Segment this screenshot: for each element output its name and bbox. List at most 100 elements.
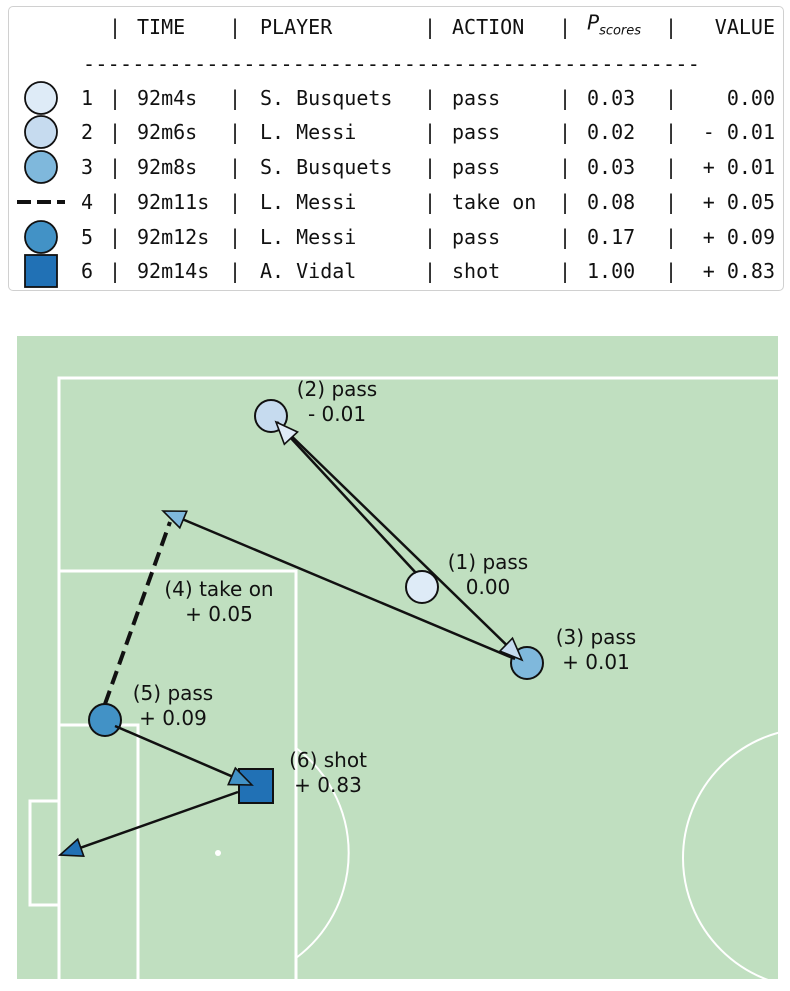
p-symbol: P (587, 10, 600, 35)
row-value: + 0.01 (702, 155, 775, 179)
row-p-scores: 0.17 (587, 225, 636, 249)
row-number: 5 (81, 225, 94, 249)
column-separator: | (229, 120, 242, 144)
row-time: 92m4s (137, 86, 198, 110)
header-time: TIME (137, 15, 186, 39)
row-player: L. Messi (260, 225, 357, 249)
action-5-marker-icon (88, 703, 122, 737)
row-p-scores: 1.00 (587, 259, 636, 283)
row-value: + 0.09 (702, 225, 775, 249)
action-4-take-on-dashed-line (103, 521, 172, 705)
column-separator: | (559, 120, 572, 144)
column-separator: | (109, 190, 122, 214)
column-separator: | (559, 86, 572, 110)
action-4-label: (4) take on (164, 577, 273, 601)
action-2-pass-line (276, 421, 508, 646)
action-5-value: + 0.09 (139, 706, 207, 730)
goal (28, 799, 59, 907)
action-1-pass-arrowhead-icon (274, 420, 299, 446)
column-separator: | (665, 190, 678, 214)
action-6-shot-marker-icon (238, 768, 274, 804)
column-separator: | (665, 155, 678, 179)
action-4-value: + 0.05 (185, 602, 253, 626)
header-player: PLAYER (260, 15, 333, 39)
column-separator: | (229, 259, 242, 283)
row-action: pass (452, 86, 501, 110)
column-separator: | (109, 259, 122, 283)
column-separator: | (229, 15, 242, 39)
row-p-scores: 0.02 (587, 120, 636, 144)
row-player: L. Messi (260, 190, 357, 214)
column-separator: | (109, 225, 122, 249)
action-3-pass-line (182, 518, 516, 661)
row-player: L. Messi (260, 120, 357, 144)
column-separator: | (109, 15, 122, 39)
column-separator: | (109, 155, 122, 179)
action-3-pass-arrowhead-icon (161, 510, 188, 530)
row-value: - 0.01 (702, 120, 775, 144)
row-player: A. Vidal (260, 259, 357, 283)
row-action: pass (452, 225, 501, 249)
penalty-area (59, 569, 298, 979)
header-separator: ----------------------------------------… (83, 52, 701, 76)
row-number: 4 (81, 190, 94, 214)
header-action: ACTION (452, 15, 525, 39)
row-number: 1 (81, 86, 94, 110)
column-separator: | (424, 225, 437, 249)
column-separator: | (665, 15, 678, 39)
circle-marker-icon (24, 150, 58, 184)
action-6-shot-arrowhead-icon (58, 837, 85, 858)
pitch-background (17, 336, 778, 979)
row-action: take on (452, 190, 537, 214)
action-5-pass-arrowhead-icon (227, 766, 254, 786)
action-1-label: (1) pass (448, 550, 528, 574)
row-action: pass (452, 155, 501, 179)
action-2-pass-arrowhead-icon (498, 636, 524, 662)
action-2-value: - 0.01 (308, 402, 366, 426)
header-value: VALUE (714, 15, 775, 39)
action-3-label: (3) pass (556, 625, 636, 649)
legend-markers (17, 81, 65, 288)
six-yard-box (59, 723, 140, 979)
row-p-scores: 0.08 (587, 190, 636, 214)
p-subscript: scores (599, 23, 642, 39)
row-time: 92m12s (137, 225, 210, 249)
column-separator: | (424, 15, 437, 39)
action-5-label: (5) pass (133, 681, 213, 705)
row-value: 0.00 (726, 86, 775, 110)
circle-marker-icon (24, 115, 58, 149)
action-6-label: (6) shot (289, 748, 367, 772)
column-separator: | (665, 120, 678, 144)
column-separator: | (424, 86, 437, 110)
row-player: S. Busquets (260, 86, 393, 110)
circle-marker-icon (24, 81, 58, 115)
column-separator: | (229, 155, 242, 179)
row-p-scores: 0.03 (587, 155, 636, 179)
action-3-value: + 0.01 (562, 650, 630, 674)
action-5-pass-line (114, 724, 233, 778)
action-1-value: 0.00 (466, 575, 511, 599)
row-number: 2 (81, 120, 94, 144)
column-separator: | (665, 86, 678, 110)
row-value: + 0.05 (702, 190, 775, 214)
action-6-value: + 0.83 (294, 773, 362, 797)
row-time: 92m8s (137, 155, 198, 179)
column-separator: | (559, 190, 572, 214)
row-value: + 0.83 (702, 259, 775, 283)
row-player: S. Busquets (260, 155, 393, 179)
column-separator: | (229, 86, 242, 110)
column-separator: | (229, 190, 242, 214)
row-time: 92m6s (137, 120, 198, 144)
action-1-pass-line (290, 437, 417, 574)
action-2-label: (2) pass (297, 377, 377, 401)
row-action: pass (452, 120, 501, 144)
action-1-marker-icon (405, 570, 439, 604)
row-number: 3 (81, 155, 94, 179)
header-p-scores: Pscores (587, 11, 641, 44)
column-separator: | (109, 86, 122, 110)
row-time: 92m14s (137, 259, 210, 283)
penalty-arc (295, 747, 350, 959)
pitch-lines (28, 376, 778, 979)
touchline-and-goal-line (57, 376, 778, 979)
